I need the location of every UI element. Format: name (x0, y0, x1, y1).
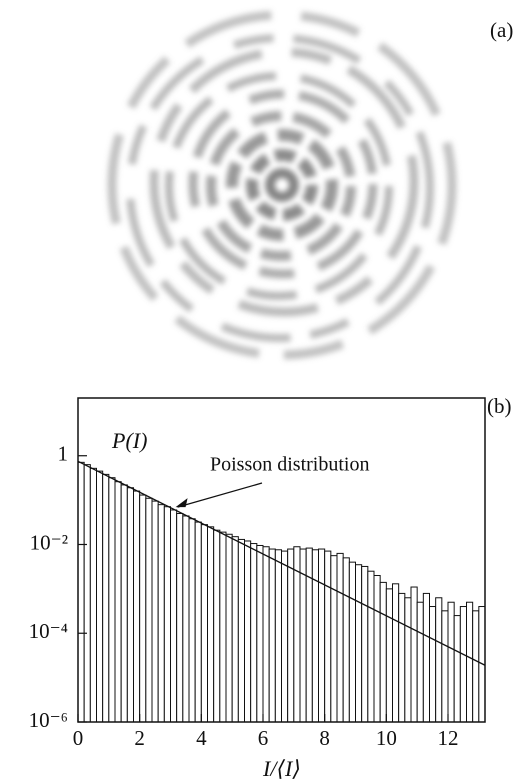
x-axis-label: I/⟨I⟩ (262, 756, 301, 781)
plot-frame (77, 397, 486, 723)
y-tick-label: 10⁻⁴ (29, 619, 68, 643)
annotation: Poisson distribution (210, 454, 369, 476)
bar (361, 565, 369, 723)
bar (207, 526, 215, 723)
bar (188, 518, 196, 723)
bar (330, 555, 338, 723)
x-tick-label: 2 (134, 726, 145, 750)
x-tick-label: 4 (196, 726, 207, 750)
bar (324, 550, 332, 723)
bar (170, 509, 178, 723)
bar (379, 581, 387, 723)
x-tick-label: 12 (438, 726, 459, 750)
y-tick-label: 10⁻² (30, 530, 68, 554)
bar (200, 524, 208, 723)
bar (244, 540, 252, 723)
bar (225, 533, 233, 723)
bar (77, 461, 85, 723)
bar (355, 564, 363, 723)
bar (398, 592, 406, 723)
bar (163, 506, 171, 723)
bar (182, 515, 190, 723)
bar (367, 570, 375, 723)
bar (447, 601, 455, 723)
bar (120, 484, 128, 723)
bar (176, 512, 184, 723)
bar (126, 487, 135, 723)
bar (342, 557, 350, 723)
bar (404, 597, 412, 723)
y-axis-label: P(I) (111, 428, 147, 453)
x-tick-label: 8 (319, 726, 330, 750)
bar (293, 546, 301, 723)
bar (256, 544, 264, 723)
bar (102, 473, 110, 723)
bar (441, 610, 449, 723)
bar (459, 606, 468, 723)
bar (262, 546, 270, 723)
bar (250, 543, 258, 723)
x-tick-label: 6 (258, 726, 269, 750)
bar (410, 586, 418, 723)
bar (287, 548, 295, 723)
bar (114, 481, 122, 723)
y-tick-label: 10⁻⁶ (29, 708, 68, 732)
panel-label: (a) (490, 18, 513, 42)
arrow (177, 482, 263, 508)
bar (435, 597, 443, 723)
bar (392, 583, 400, 723)
bar (151, 500, 159, 723)
bar (453, 615, 461, 723)
x-tick-label: 0 (73, 726, 84, 750)
bar (96, 470, 104, 723)
arrow-head (175, 498, 188, 508)
bar (281, 550, 289, 723)
bar (274, 549, 283, 723)
bar (213, 529, 221, 723)
bar (416, 601, 424, 723)
speckle-image (107, 10, 457, 360)
bar (348, 561, 357, 723)
bar (139, 494, 147, 723)
bar (133, 490, 141, 723)
panel-label: (b) (487, 394, 512, 418)
bar (219, 531, 227, 723)
bar (237, 538, 245, 723)
bar (318, 548, 326, 723)
bar (83, 464, 91, 723)
bar (157, 504, 165, 723)
bar (145, 497, 153, 723)
bar (194, 521, 202, 723)
bar (422, 592, 431, 723)
x-tick-label: 10 (376, 726, 397, 750)
bar (472, 610, 480, 723)
bar (429, 606, 437, 723)
bar (373, 575, 381, 723)
bar (311, 549, 320, 723)
fit-line (77, 460, 486, 666)
bar (336, 552, 344, 723)
bar (268, 548, 276, 723)
bar (305, 547, 313, 723)
bar (108, 477, 116, 723)
bar (231, 536, 239, 723)
y-tick-label: 1 (58, 442, 69, 466)
bar (466, 601, 474, 723)
bar (89, 467, 98, 723)
bar (385, 588, 394, 723)
